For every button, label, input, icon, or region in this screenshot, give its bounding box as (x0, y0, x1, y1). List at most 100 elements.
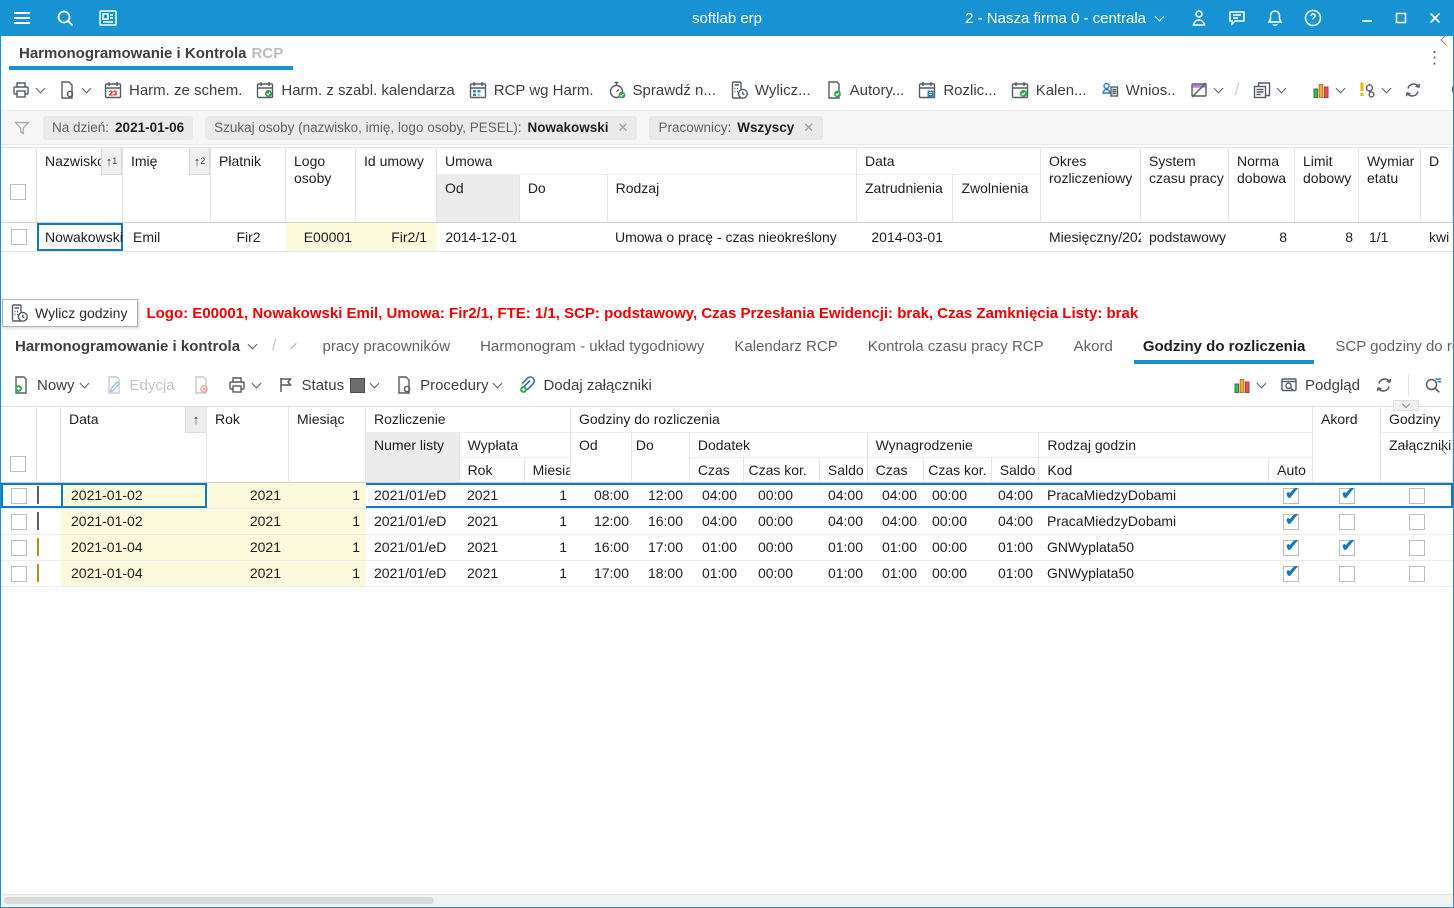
company-selector[interactable]: 2 - Nasza firma 0 - centrala (965, 10, 1165, 27)
subtab-kalendarz-rcp[interactable]: Kalendarz RCP (734, 337, 838, 355)
cell-platnik[interactable]: Fir2 (236, 229, 261, 245)
sort-asc-badge[interactable]: ↑ (185, 407, 206, 433)
subtab-scp-godziny-do-rozliczenia[interactable]: SCP godziny do rozliczenia (1335, 337, 1453, 355)
cell-wyn-czas-kor[interactable]: 00:00 (931, 513, 967, 529)
col-header-norma[interactable]: Norma dobowa (1229, 148, 1295, 222)
cell-data[interactable]: 2021-01-04 (61, 535, 207, 560)
kalendarz-button[interactable]: Kalen... (1010, 80, 1087, 100)
cell-wyn-saldo[interactable]: 04:00 (997, 513, 1033, 529)
cell-wyplata-miesiac[interactable]: 1 (559, 513, 567, 529)
col-header-miesiac[interactable]: Miesiąc (289, 407, 366, 482)
col-header-data[interactable]: Data ↑ (61, 407, 207, 482)
cell-od[interactable]: 08:00 (593, 487, 629, 503)
subtab-akord[interactable]: Akord (1073, 337, 1113, 355)
row-select-cell[interactable] (1, 483, 37, 508)
cell-system[interactable]: podstawowy (1149, 229, 1227, 245)
cell-akord[interactable] (1313, 535, 1381, 560)
cell-rodzaj[interactable]: Umowa o pracę - czas nieokreślony (615, 229, 837, 245)
employee-row[interactable]: Nowakowski Emil Fir2 E00001 Fir2/1 2014-… (1, 223, 1453, 252)
col-header-auto[interactable]: Auto (1268, 458, 1312, 482)
wnioski-button[interactable]: Wnios.. (1100, 80, 1176, 100)
cell-wyn-czas[interactable]: 04:00 (881, 513, 917, 529)
cell-dodatek-czas-kor[interactable]: 00:00 (757, 487, 793, 503)
refresh-button[interactable] (1403, 80, 1423, 100)
auto-checkbox[interactable] (1283, 483, 1299, 506)
cell-data[interactable]: 2021-01-04 (61, 561, 207, 586)
cell-miesiac[interactable]: 1 (289, 561, 366, 586)
cell-od[interactable]: 16:00 (593, 539, 629, 555)
cell-imie[interactable]: Emil (133, 229, 161, 245)
col-header-rok[interactable]: Rok (207, 407, 289, 482)
cell-zalaczniki[interactable] (1381, 509, 1453, 534)
refresh-button-detail[interactable] (1374, 375, 1394, 395)
status-button[interactable]: Status (276, 375, 380, 395)
cell-zalaczniki[interactable] (1381, 535, 1453, 560)
akord-checkbox[interactable] (1339, 565, 1355, 582)
note-disable-button[interactable] (1189, 80, 1224, 100)
col-header-umowa-od[interactable]: Od (437, 175, 519, 222)
new-button[interactable]: Nowy (11, 375, 89, 395)
col-header-zwolnienia[interactable]: Zwolnienia (952, 175, 1040, 222)
chart-button[interactable] (1311, 80, 1346, 100)
cell-rok[interactable]: 2021 (207, 535, 289, 560)
cell-wyplata-rok[interactable]: 2021 (467, 539, 499, 555)
tabs-scroll-left-icon[interactable] (289, 342, 297, 350)
zalaczniki-checkbox[interactable] (1409, 539, 1425, 556)
col-header-numer-listy[interactable]: Numer listy (366, 433, 459, 482)
news-icon[interactable] (97, 7, 119, 29)
subtab-kontrola-czasu-pracy-rcp[interactable]: Kontrola czasu pracy RCP (867, 337, 1044, 355)
export-settings-button[interactable] (57, 80, 92, 100)
auto-checkbox[interactable] (1283, 561, 1299, 584)
hours-row[interactable]: 2021-01-04 2021 1 2021/01/eD 2021 1 16:0… (1, 535, 1453, 561)
col-header-akord[interactable]: Akord (1313, 407, 1381, 482)
sort-asc-1-badge[interactable]: ↑ 1 (101, 148, 122, 175)
cell-dodatek-czas-kor[interactable]: 00:00 (757, 565, 793, 581)
cell-kod[interactable]: PracaMiedzyDobami (1047, 487, 1177, 503)
cell-zwolnienia[interactable] (953, 223, 1041, 251)
zalaczniki-checkbox[interactable] (1409, 565, 1425, 582)
col-header-umowa[interactable]: Umowa (437, 148, 856, 175)
cell-limit[interactable]: 8 (1345, 229, 1353, 245)
window-minimize-icon[interactable] (1359, 10, 1375, 26)
breadcrumb[interactable]: Harmonogramowanie i kontrola (15, 338, 258, 355)
col-header-kod[interactable]: Kod (1047, 462, 1073, 478)
sprawdz-button[interactable]: Sprawdź n... (607, 80, 716, 100)
cell-umowa-od[interactable]: 2014-12-01 (445, 229, 517, 245)
cell-zalaczniki[interactable] (1381, 561, 1453, 586)
select-all-checkbox[interactable] (10, 456, 26, 472)
zalaczniki-checkbox[interactable] (1409, 487, 1425, 504)
col-header-od[interactable]: Od (579, 437, 598, 453)
chart-button-detail[interactable] (1232, 375, 1267, 395)
search-icon[interactable] (55, 8, 75, 28)
cell-akord[interactable] (1313, 561, 1381, 586)
edit-button-disabled[interactable]: Edycja (104, 375, 175, 395)
cell-do[interactable]: 16:00 (647, 513, 683, 529)
col-header-rodzaj-godzin[interactable]: Rodzaj godzin (1039, 433, 1312, 458)
col-header-data[interactable]: Data (857, 148, 1040, 175)
col-header-wynagrodzenie[interactable]: Wynagrodzenie (867, 433, 1039, 458)
tab-harmonogramowanie[interactable]: Harmonogramowanie i Kontrola RCP (9, 36, 294, 70)
advanced-search-button[interactable] (1449, 80, 1453, 100)
col-header-rozliczenie[interactable]: Rozliczenie (366, 407, 570, 433)
cell-od[interactable]: 17:00 (593, 565, 629, 581)
row-checkbox[interactable] (11, 565, 27, 582)
col-header-platnik[interactable]: Płatnik (211, 148, 286, 222)
rozliczenie-button[interactable]: Rozlic... (917, 80, 997, 100)
cell-wyn-czas[interactable]: 01:00 (881, 539, 917, 555)
cell-auto[interactable] (1269, 561, 1313, 586)
col-header-do[interactable]: Do (630, 433, 689, 482)
cell-numer-listy[interactable]: 2021/01/eD (374, 565, 447, 581)
col-header-wyplata-rok[interactable]: Rok (467, 462, 493, 478)
row-select-cell[interactable] (1, 223, 37, 251)
cell-numer-listy[interactable]: 2021/01/eD (374, 539, 447, 555)
col-header-logo-osoby[interactable]: Logo osoby (286, 148, 356, 222)
cell-dodatek-saldo[interactable]: 01:00 (827, 565, 863, 581)
col-header-imie[interactable]: Imię ↑ 2 (123, 148, 211, 222)
akord-checkbox[interactable] (1339, 483, 1355, 506)
print-button[interactable] (11, 80, 46, 100)
row-checkbox[interactable] (11, 229, 27, 245)
filter-chip-search-person[interactable]: Szukaj osoby (nazwisko, imię, logo osoby… (205, 115, 638, 140)
cell-dodatek-saldo[interactable]: 04:00 (827, 487, 863, 503)
col-header-dodatek-saldo[interactable]: Saldo (818, 458, 867, 482)
row-select-cell[interactable] (1, 535, 37, 560)
